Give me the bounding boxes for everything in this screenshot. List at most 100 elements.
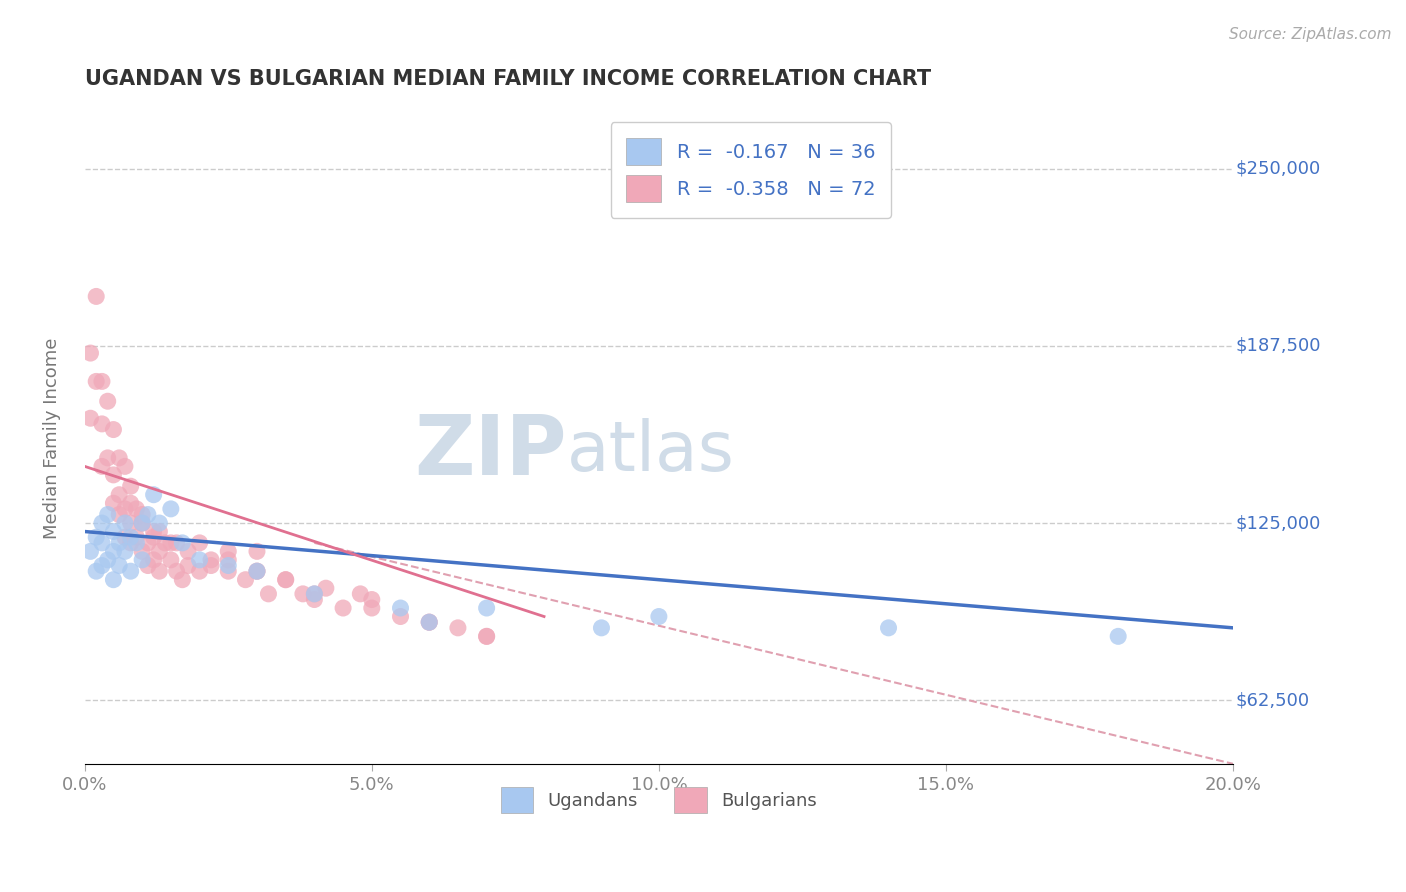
Point [103,544,125,558]
Point [131,508,153,522]
Point [246,544,269,558]
Point [97,508,120,522]
Point [131,516,153,530]
Point [125,530,148,544]
Point [257,587,280,601]
Point [648,609,671,624]
Point [877,621,900,635]
Point [136,536,159,550]
Point [217,558,239,573]
Point [120,516,142,530]
Point [274,573,297,587]
Point [148,516,170,530]
Point [91,459,114,474]
Point [217,544,239,558]
Point [148,564,170,578]
Point [108,558,131,573]
Point [304,592,326,607]
Point [389,609,412,624]
Point [475,629,498,643]
Point [114,501,136,516]
Point [418,615,440,630]
Point [246,564,269,578]
Point [418,615,440,630]
Point [142,553,165,567]
Point [177,544,200,558]
Point [235,573,257,587]
Point [114,459,136,474]
Point [418,615,440,630]
Point [114,544,136,558]
Text: $187,500: $187,500 [1236,337,1320,355]
Point [136,508,159,522]
Point [108,450,131,465]
Point [475,601,498,615]
Text: ZIP: ZIP [415,410,567,491]
Point [79,544,101,558]
Point [200,558,222,573]
Point [84,289,107,303]
Point [79,411,101,425]
Point [153,536,176,550]
Text: Source: ZipAtlas.com: Source: ZipAtlas.com [1229,27,1392,42]
Point [188,536,211,550]
Point [120,496,142,510]
Point [84,564,107,578]
Point [84,530,107,544]
Point [142,524,165,539]
Point [120,479,142,493]
Point [217,564,239,578]
Point [103,573,125,587]
Point [120,536,142,550]
Point [131,544,153,558]
Point [97,553,120,567]
Point [349,587,371,601]
Text: atlas: atlas [567,417,735,484]
Point [91,516,114,530]
Point [103,524,125,539]
Point [91,417,114,431]
Point [97,450,120,465]
Point [120,530,142,544]
Point [103,423,125,437]
Point [177,558,200,573]
Point [1107,629,1129,643]
Point [160,501,183,516]
Legend: Ugandans, Bulgarians: Ugandans, Bulgarians [494,780,824,820]
Point [188,553,211,567]
Point [131,516,153,530]
Point [304,587,326,601]
Point [91,558,114,573]
Point [91,536,114,550]
Point [304,587,326,601]
Point [131,516,153,530]
Point [166,536,188,550]
Point [160,536,183,550]
Point [108,488,131,502]
Point [114,516,136,530]
Point [447,621,470,635]
Point [79,346,101,360]
Point [103,467,125,482]
Point [103,496,125,510]
Point [475,629,498,643]
Point [108,536,131,550]
Point [108,508,131,522]
Point [188,564,211,578]
Point [291,587,314,601]
Point [389,601,412,615]
Point [114,530,136,544]
Point [142,488,165,502]
Point [274,573,297,587]
Point [246,564,269,578]
Point [97,394,120,409]
Point [217,553,239,567]
Point [84,375,107,389]
Point [172,536,194,550]
Point [166,564,188,578]
Point [332,601,354,615]
Point [315,581,337,595]
Point [160,553,183,567]
Point [120,564,142,578]
Text: $62,500: $62,500 [1236,691,1309,709]
